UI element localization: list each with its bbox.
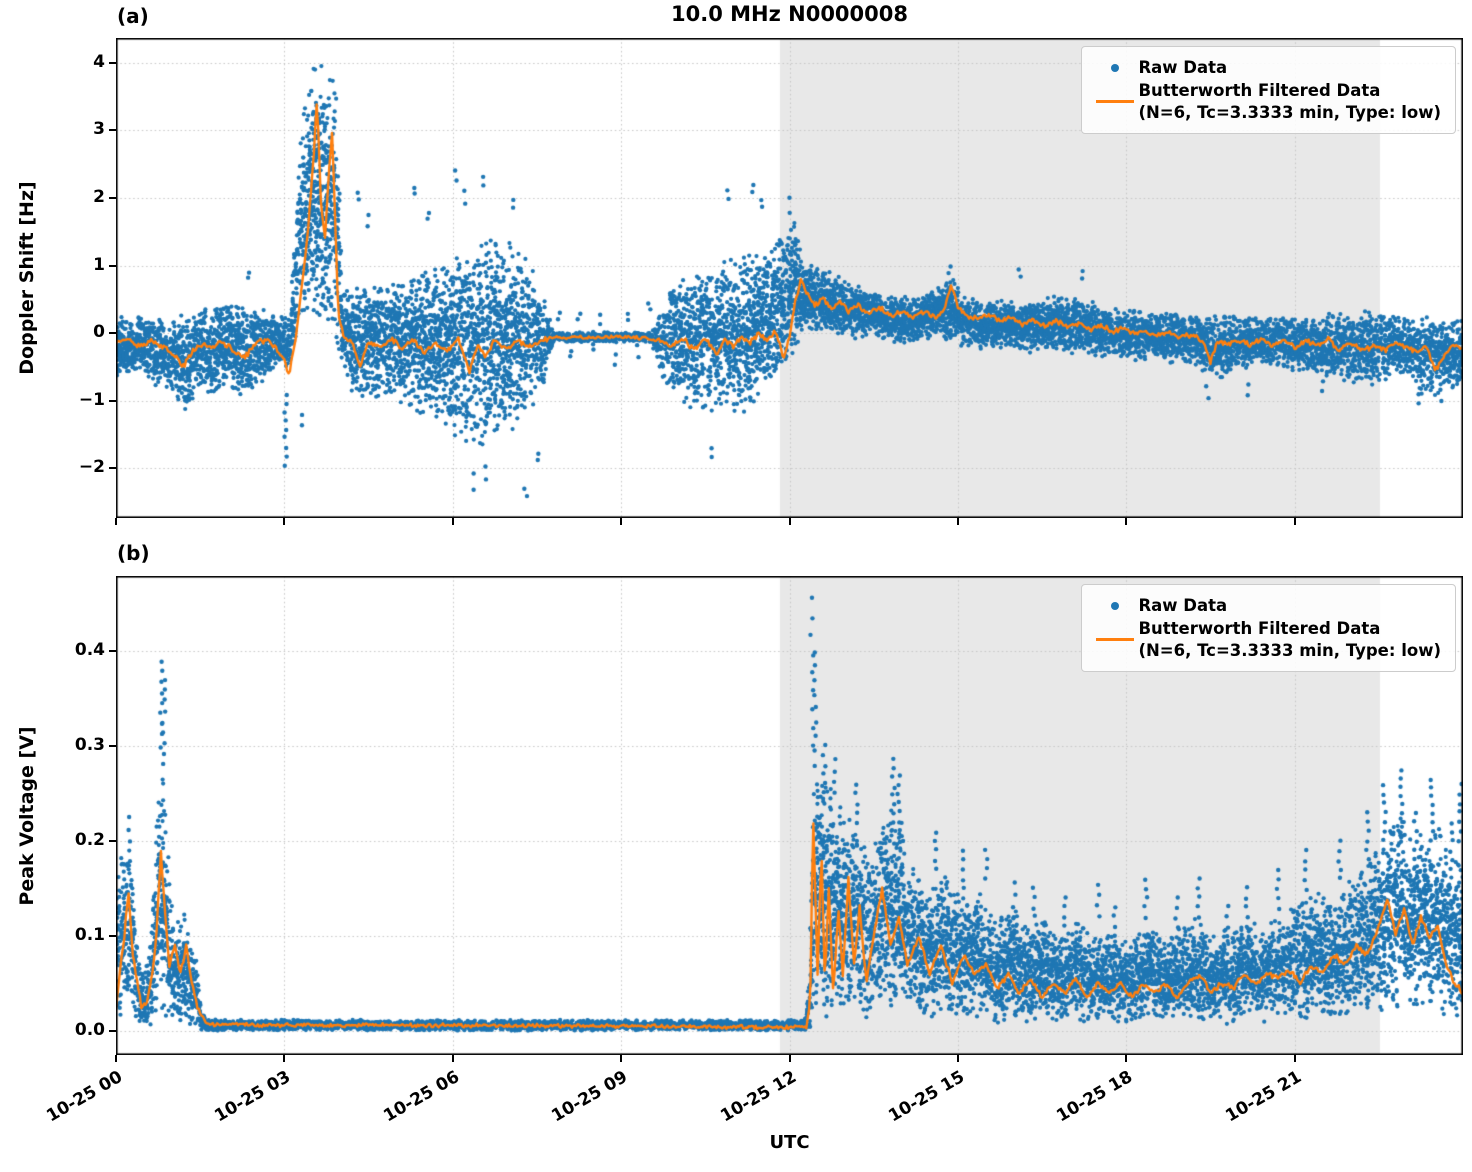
y-tick-label: 0 bbox=[93, 322, 105, 343]
x-tick bbox=[451, 518, 454, 525]
x-tick bbox=[620, 1055, 623, 1062]
y-tick bbox=[109, 467, 116, 470]
y-tick bbox=[109, 1029, 116, 1032]
y-tick bbox=[109, 934, 116, 937]
y-tick-label: 2 bbox=[93, 187, 105, 207]
x-tick bbox=[1125, 518, 1128, 525]
legend-filtered-row: Butterworth Filtered Data (N=6, Tc=3.333… bbox=[1092, 618, 1441, 661]
raw-data-marker bbox=[1092, 63, 1138, 72]
filtered-data-marker bbox=[1092, 100, 1138, 104]
x-tick bbox=[1293, 518, 1296, 525]
raw-data-label: Raw Data bbox=[1138, 58, 1228, 77]
panel-a-ylabel: Doppler Shift [Hz] bbox=[16, 181, 38, 375]
x-tick bbox=[283, 1055, 286, 1062]
panel-b-legend: Raw Data Butterworth Filtered Data (N=6,… bbox=[1081, 584, 1456, 673]
raw-data-marker bbox=[1092, 601, 1138, 610]
x-tick bbox=[620, 518, 623, 525]
y-tick bbox=[109, 129, 116, 132]
y-tick-label: 4 bbox=[93, 51, 105, 72]
filtered-data-label: Butterworth Filtered Data (N=6, Tc=3.333… bbox=[1138, 618, 1441, 661]
y-tick bbox=[109, 399, 116, 402]
x-tick bbox=[451, 1055, 454, 1062]
chart-title: 10.0 MHz N0000008 bbox=[671, 2, 908, 26]
filtered-line-icon bbox=[1096, 100, 1135, 104]
y-tick-label: 0.1 bbox=[74, 924, 105, 945]
x-tick bbox=[1125, 1055, 1128, 1062]
panel-b-ylabel: Peak Voltage [V] bbox=[16, 726, 38, 906]
legend-filtered-row: Butterworth Filtered Data (N=6, Tc=3.333… bbox=[1092, 80, 1441, 123]
raw-data-label: Raw Data bbox=[1138, 596, 1228, 615]
x-tick bbox=[115, 1055, 117, 1062]
y-tick bbox=[109, 197, 116, 199]
filtered-label-line1: Butterworth Filtered Data bbox=[1138, 619, 1381, 639]
y-tick-label: 0.4 bbox=[74, 640, 105, 661]
x-tick bbox=[115, 518, 117, 525]
filtered-line-icon bbox=[1096, 638, 1135, 642]
y-tick-label: 1 bbox=[93, 254, 105, 275]
y-tick bbox=[109, 840, 116, 842]
raw-dot-icon bbox=[1111, 63, 1120, 72]
y-tick bbox=[109, 745, 116, 748]
x-axis-label: UTC bbox=[769, 1132, 810, 1153]
panel-a-label: (a) bbox=[117, 4, 149, 28]
y-tick bbox=[109, 332, 116, 335]
y-tick-label: −2 bbox=[78, 457, 105, 478]
y-tick-label: 0.0 bbox=[74, 1019, 105, 1040]
y-tick bbox=[109, 264, 116, 267]
filtered-data-label: Butterworth Filtered Data (N=6, Tc=3.333… bbox=[1138, 80, 1441, 123]
filtered-label-line2: (N=6, Tc=3.3333 min, Type: low) bbox=[1138, 102, 1441, 122]
x-tick bbox=[788, 518, 791, 525]
x-tick bbox=[788, 1055, 791, 1062]
panel-a-legend: Raw Data Butterworth Filtered Data (N=6,… bbox=[1081, 46, 1456, 135]
filtered-data-marker bbox=[1092, 638, 1138, 642]
y-tick-label: 3 bbox=[93, 119, 105, 140]
x-tick bbox=[956, 518, 959, 525]
legend-raw-row: Raw Data bbox=[1092, 57, 1441, 78]
x-tick-label: 10-25 00 bbox=[43, 1067, 126, 1127]
legend-raw-row: Raw Data bbox=[1092, 595, 1441, 616]
x-tick bbox=[956, 1055, 959, 1062]
y-tick-label: 0.3 bbox=[74, 735, 105, 756]
raw-dot-icon bbox=[1111, 601, 1120, 610]
y-tick-label: −1 bbox=[78, 389, 105, 410]
y-tick bbox=[109, 650, 116, 653]
y-tick-label: 0.2 bbox=[74, 830, 105, 850]
x-tick bbox=[283, 518, 286, 525]
panel-b-label: (b) bbox=[117, 541, 150, 565]
x-tick bbox=[1293, 1055, 1296, 1062]
y-tick bbox=[109, 61, 116, 64]
filtered-label-line1: Butterworth Filtered Data bbox=[1138, 81, 1381, 101]
filtered-label-line2: (N=6, Tc=3.3333 min, Type: low) bbox=[1138, 640, 1441, 660]
